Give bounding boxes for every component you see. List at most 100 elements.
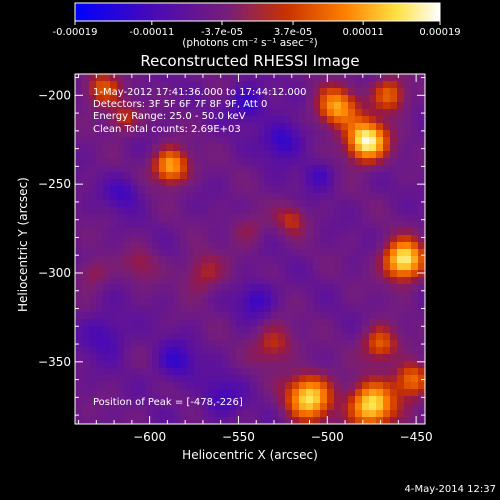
heatmap-pixel — [404, 172, 412, 180]
heatmap-pixel — [271, 312, 279, 320]
heatmap-pixel — [131, 256, 139, 264]
heatmap-pixel — [320, 95, 328, 103]
heatmap-pixel — [313, 249, 321, 257]
heatmap-pixel — [271, 340, 279, 348]
heatmap-pixel — [299, 396, 307, 404]
heatmap-pixel — [390, 375, 398, 383]
heatmap-pixel — [173, 193, 181, 201]
heatmap-pixel — [194, 186, 202, 194]
heatmap-pixel — [187, 186, 195, 194]
heatmap-pixel — [285, 102, 293, 110]
heatmap-pixel — [215, 270, 223, 278]
heatmap-pixel — [257, 137, 265, 145]
x-tick-label: −550 — [222, 430, 255, 444]
heatmap-pixel — [404, 123, 412, 131]
heatmap-pixel — [418, 270, 425, 278]
heatmap-pixel — [201, 228, 209, 236]
heatmap-pixel — [243, 144, 251, 152]
heatmap-pixel — [411, 123, 419, 131]
heatmap-pixel — [250, 361, 258, 369]
heatmap-pixel — [208, 158, 216, 166]
heatmap-pixel — [96, 186, 104, 194]
heatmap-pixel — [145, 179, 153, 187]
heatmap-pixel — [320, 263, 328, 271]
heatmap-pixel — [201, 165, 209, 173]
heatmap-pixel — [320, 291, 328, 299]
heatmap-pixel — [222, 214, 230, 222]
heatmap-pixel — [299, 333, 307, 341]
heatmap-pixel — [103, 74, 111, 82]
heatmap-pixel — [243, 200, 251, 208]
heatmap-pixel — [187, 116, 195, 124]
heatmap-pixel — [208, 95, 216, 103]
heatmap-pixel — [383, 403, 391, 411]
heatmap-pixel — [145, 319, 153, 327]
heatmap-pixel — [285, 298, 293, 306]
heatmap-pixel — [180, 410, 188, 418]
heatmap-pixel — [404, 417, 412, 424]
heatmap-pixel — [397, 333, 405, 341]
heatmap-pixel — [236, 298, 244, 306]
heatmap-pixel — [138, 186, 146, 194]
heatmap-pixel — [243, 95, 251, 103]
heatmap-pixel — [355, 382, 363, 390]
heatmap-pixel — [110, 186, 118, 194]
heatmap-pixel — [145, 95, 153, 103]
heatmap-pixel — [243, 88, 251, 96]
heatmap-pixel — [320, 403, 328, 411]
heatmap-pixel — [306, 249, 314, 257]
heatmap-pixel — [264, 228, 272, 236]
heatmap-pixel — [250, 263, 258, 271]
heatmap-pixel — [299, 263, 307, 271]
heatmap-pixel — [404, 298, 412, 306]
heatmap-pixel — [110, 263, 118, 271]
heatmap-pixel — [313, 361, 321, 369]
heatmap-pixel — [215, 137, 223, 145]
heatmap-pixel — [362, 130, 370, 138]
heatmap-pixel — [173, 88, 181, 96]
heatmap-pixel — [152, 333, 160, 341]
heatmap-pixel — [327, 256, 335, 264]
heatmap-pixel — [110, 305, 118, 313]
heatmap-pixel — [292, 207, 300, 215]
heatmap-pixel — [383, 158, 391, 166]
heatmap-pixel — [383, 312, 391, 320]
heatmap-pixel — [173, 228, 181, 236]
heatmap-pixel — [362, 151, 370, 159]
heatmap-pixel — [117, 165, 125, 173]
heatmap-pixel — [369, 396, 377, 404]
heatmap-pixel — [96, 298, 104, 306]
heatmap-pixel — [166, 130, 174, 138]
heatmap-pixel — [341, 284, 349, 292]
heatmap-pixel — [229, 228, 237, 236]
heatmap-pixel — [208, 221, 216, 229]
heatmap-pixel — [166, 186, 174, 194]
heatmap-pixel — [243, 298, 251, 306]
heatmap-pixel — [194, 172, 202, 180]
heatmap-pixel — [187, 340, 195, 348]
heatmap-pixel — [96, 354, 104, 362]
heatmap-pixel — [215, 221, 223, 229]
heatmap-pixel — [201, 417, 209, 424]
heatmap-pixel — [264, 284, 272, 292]
heatmap-pixel — [271, 256, 279, 264]
heatmap-pixel — [124, 116, 132, 124]
heatmap-pixel — [404, 74, 412, 82]
heatmap-pixel — [285, 326, 293, 334]
heatmap-pixel — [145, 123, 153, 131]
heatmap-pixel — [306, 221, 314, 229]
heatmap-pixel — [299, 291, 307, 299]
heatmap-pixel — [243, 228, 251, 236]
heatmap-pixel — [306, 200, 314, 208]
heatmap-pixel — [82, 193, 90, 201]
heatmap-pixel — [96, 88, 104, 96]
heatmap-pixel — [327, 151, 335, 159]
heatmap-pixel — [362, 228, 370, 236]
heatmap-pixel — [341, 81, 349, 89]
heatmap-pixel — [250, 235, 258, 243]
heatmap-pixel — [320, 186, 328, 194]
heatmap-pixel — [138, 151, 146, 159]
heatmap-pixel — [138, 207, 146, 215]
heatmap-pixel — [180, 235, 188, 243]
heatmap-pixel — [355, 298, 363, 306]
